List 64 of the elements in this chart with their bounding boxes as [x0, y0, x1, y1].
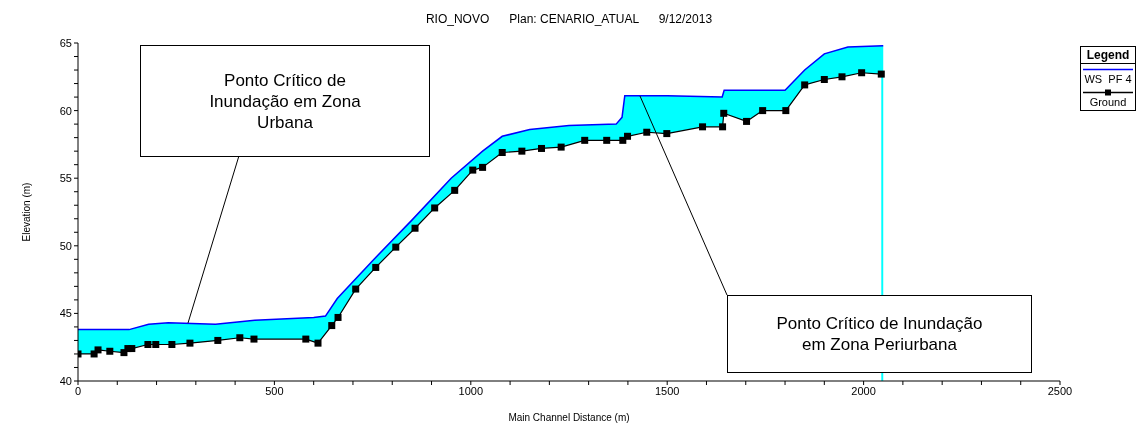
point [743, 117, 751, 125]
y-tick-label: 45 [59, 307, 72, 320]
point [624, 132, 632, 140]
x-tick-label: 1500 [654, 384, 680, 397]
y-tick-label: 60 [59, 104, 72, 117]
point [392, 243, 400, 251]
y-tick-label: 55 [59, 172, 72, 185]
y-tick-label: 40 [59, 374, 72, 387]
point [498, 149, 506, 157]
callout-box: Ponto Crítico de Inundação em Zona Periurbana [727, 295, 1032, 373]
point [720, 109, 728, 117]
point [302, 335, 310, 343]
point [877, 70, 885, 78]
point [372, 263, 380, 271]
point [411, 224, 419, 232]
point [858, 69, 866, 77]
point [236, 334, 244, 342]
point [801, 81, 809, 89]
x-tick-label: 2500 [1047, 384, 1073, 397]
x-tick-label: 0 [74, 384, 82, 397]
point [838, 73, 846, 81]
point [782, 107, 790, 115]
point [94, 346, 102, 354]
point [168, 341, 176, 348]
y-axis-title: Elevation (m) [20, 182, 32, 242]
point [719, 123, 727, 131]
point [469, 166, 477, 174]
point [250, 335, 258, 343]
annotation: Ponto Crítico de Inundação em Zona Periurbana [775, 313, 984, 355]
point [518, 147, 526, 155]
point [352, 285, 360, 293]
legend-title: Legend [1081, 47, 1135, 64]
point [557, 143, 565, 151]
point [581, 136, 589, 144]
x-axis-title: Main Channel Distance (m) [508, 412, 630, 423]
y-tick-label: 50 [59, 239, 72, 252]
point [699, 123, 707, 131]
point [214, 336, 222, 344]
x-tick-label: 1000 [458, 384, 484, 397]
point [603, 136, 611, 144]
point [759, 107, 767, 115]
point [820, 76, 828, 83]
chart-title: RIO_NOVO Plan: CENARIO_ATUAL 9/12/2013 [424, 12, 714, 26]
point [106, 347, 114, 355]
x-tick-label: 2000 [851, 384, 876, 397]
point [314, 339, 322, 347]
point [479, 163, 487, 171]
point [334, 313, 342, 321]
point [186, 339, 194, 347]
point [538, 144, 545, 152]
point [144, 341, 152, 348]
point [643, 128, 651, 136]
point [128, 345, 136, 353]
legend-label: WS PF 4 [1083, 73, 1133, 85]
annotation: Ponto Crítico de Inundação em Zona Urbana [208, 69, 362, 133]
callout-box: Ponto Crítico de Inundação em Zona Urbana [140, 45, 430, 157]
legend-label: Ground [1088, 96, 1128, 108]
y-tick-label: 65 [59, 36, 72, 49]
point [328, 322, 336, 330]
point [152, 341, 160, 348]
point [663, 130, 671, 138]
point [451, 186, 459, 194]
point [431, 204, 439, 212]
x-tick-label: 500 [265, 384, 284, 397]
